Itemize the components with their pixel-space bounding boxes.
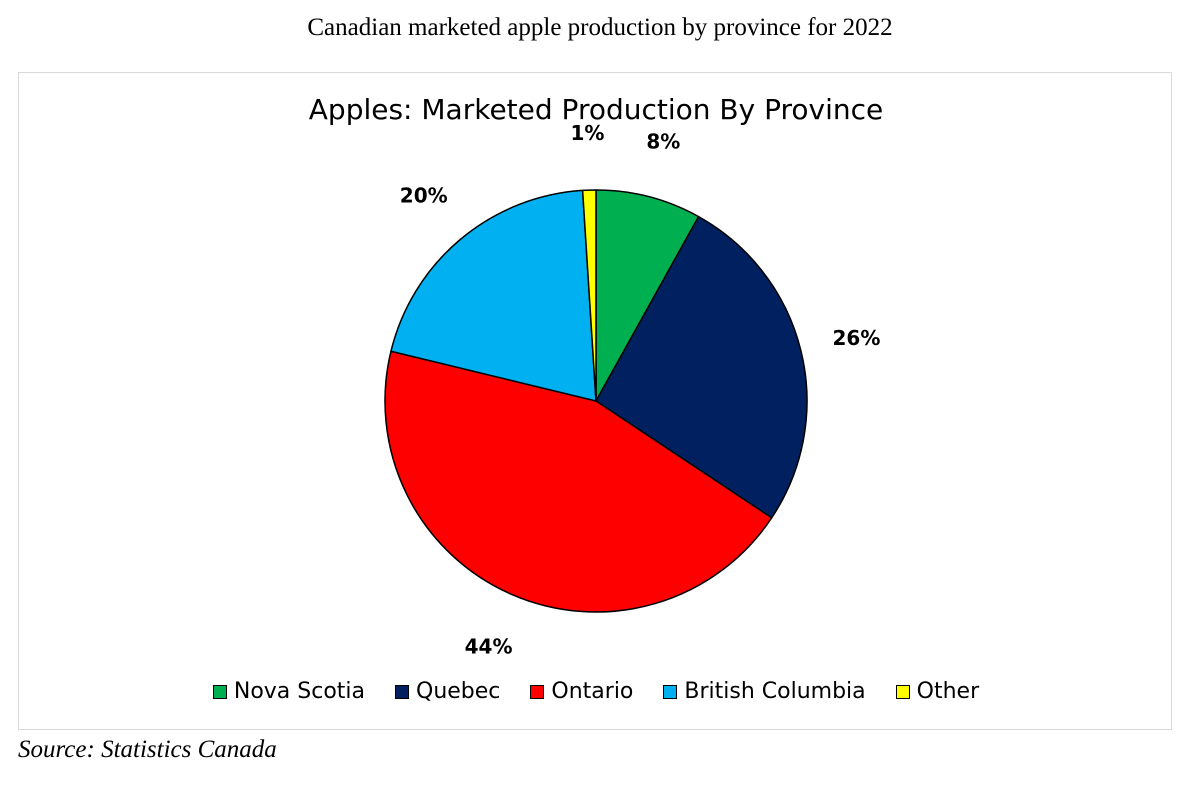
data-label-nova-scotia: 8% (646, 130, 680, 154)
data-label-quebec: 26% (833, 326, 881, 350)
figure-caption: Canadian marketed apple production by pr… (307, 14, 893, 41)
legend-item-ontario: Ontario (530, 679, 633, 704)
data-label-other: 1% (571, 121, 605, 145)
legend-swatch (895, 684, 910, 699)
legend-label: Nova Scotia (233, 679, 366, 704)
legend-label: British Columbia (684, 679, 866, 704)
data-label-british-columbia: 20% (400, 184, 448, 208)
legend-item-nova-scotia: Nova Scotia (212, 679, 366, 704)
legend-label: Ontario (551, 679, 634, 704)
pie-slice-nova-scotia (595, 189, 700, 402)
legend-swatch (663, 684, 678, 699)
legend-item-other: Other (895, 679, 980, 704)
legend-label: Quebec (416, 679, 501, 704)
legend-swatch (212, 684, 227, 699)
legend-item-british-columbia: British Columbia (663, 679, 866, 704)
legend-label: Other (916, 679, 980, 704)
pie-slice-quebec (595, 215, 808, 519)
chart-legend: Nova Scotia Quebec Ontario British Columbia… (19, 679, 1173, 704)
legend-swatch (530, 684, 545, 699)
pie-slice-ontario (384, 350, 773, 613)
data-label-ontario: 44% (465, 635, 513, 659)
legend-item-quebec: Quebec (395, 679, 500, 704)
pie-chart: 8% 26% 44% 20% 1% (384, 121, 881, 659)
legend-swatch (395, 684, 410, 699)
source-note: Source: Statistics Canada (18, 736, 277, 763)
chart-frame: Apples: Marketed Production By Province … (18, 72, 1172, 730)
pie-slice-other (581, 189, 597, 402)
chart-title: Apples: Marketed Production By Province (308, 93, 884, 126)
pie-slice-british-columbia (390, 189, 597, 402)
